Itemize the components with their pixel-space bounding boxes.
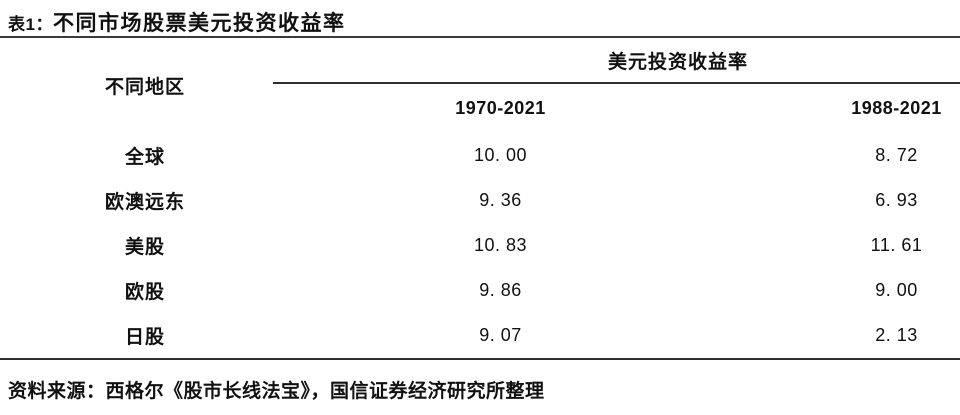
value-1988-2021: 8. 72	[875, 145, 918, 165]
column-header-period-1988-2021: 1988-2021	[851, 98, 942, 118]
column-group-header-usd-returns: 美元投资收益率	[273, 38, 960, 84]
value-1988-2021: 6. 93	[875, 190, 918, 210]
value-1970-2021: 10. 83	[473, 235, 528, 255]
region-label: 欧澳远东	[104, 192, 185, 213]
value-1988-2021: 11. 61	[870, 235, 923, 255]
column-header-period-1970-2021: 1970-2021	[455, 98, 546, 118]
region-label: 欧股	[124, 282, 165, 303]
value-1970-2021: 9. 36	[479, 190, 522, 210]
value-1970-2021: 10. 00	[473, 145, 528, 165]
value-1988-2021: 9. 00	[875, 280, 918, 300]
table-title-bar: 表1： 不同市场股票美元投资收益率	[0, 0, 960, 38]
value-1970-2021: 9. 07	[479, 325, 522, 345]
region-label: 全球	[124, 147, 165, 168]
region-label: 美股	[124, 237, 165, 258]
value-1988-2021: 2. 13	[875, 325, 918, 345]
value-1970-2021: 9. 86	[479, 280, 522, 300]
table-title: 不同市场股票美元投资收益率	[52, 12, 346, 35]
table-number-label: 表1：	[8, 15, 53, 34]
column-header-region: 不同地区	[104, 77, 185, 98]
returns-table: 不同地区 美元投资收益率 1970-2021 1988-2021 全球 10. …	[0, 38, 960, 360]
region-label: 日股	[124, 327, 165, 348]
source-note: 资料来源：西格尔《股市长线法宝》，国信证券经济研究所整理	[8, 381, 545, 402]
